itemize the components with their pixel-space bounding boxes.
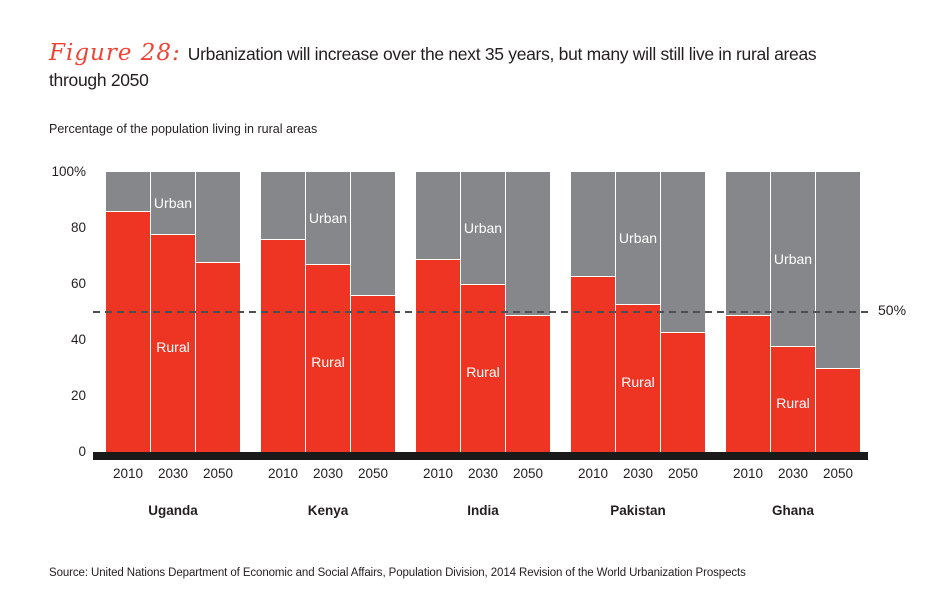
y-axis-tick-label: 80 (70, 220, 86, 235)
rural-segment (306, 264, 350, 452)
year-label: 2010 (577, 466, 609, 481)
x-axis-baseline (93, 452, 868, 460)
rural-segment (816, 368, 860, 452)
year-label: 2030 (467, 466, 499, 481)
urban-label: Urban (618, 229, 658, 246)
year-label: 2050 (667, 466, 699, 481)
figure-title: Figure 28: Urbanization will increase ove… (49, 40, 939, 93)
rural-segment (506, 314, 550, 452)
y-axis-tick-label: 60 (70, 276, 86, 291)
urban-label: Urban (773, 250, 813, 267)
source-note: Source: United Nations Department of Eco… (49, 567, 746, 579)
rural-segment (416, 258, 460, 452)
urban-label: Urban (308, 210, 348, 227)
year-label: 2050 (512, 466, 544, 481)
country-label: Uganda (148, 503, 198, 518)
year-label: 2050 (822, 466, 854, 481)
rural-label: Rural (156, 338, 190, 355)
rural-segment (261, 239, 305, 452)
rural-segment (726, 314, 770, 452)
figure-number: Figure 28: (49, 40, 181, 66)
rural-label: Rural (621, 373, 655, 390)
plot-area: 2010 Urban Rural 2030 2050 Uganda 2010 Urban Rur… (93, 172, 872, 518)
reference-line-label: 50% (878, 302, 907, 318)
year-label: 2030 (777, 466, 809, 481)
year-label: 2050 (357, 466, 389, 481)
country-label: Kenya (307, 503, 349, 518)
year-label: 2010 (732, 466, 764, 481)
year-label: 2050 (202, 466, 234, 481)
rural-segment (106, 211, 150, 452)
rural-segment (661, 331, 705, 452)
rural-segment (351, 295, 395, 452)
y-axis: 100% 80 60 40 20 0 (30, 0, 86, 613)
year-label: 2010 (267, 466, 299, 481)
rural-segment (196, 261, 240, 452)
rural-segment (616, 303, 660, 452)
year-label: 2010 (422, 466, 454, 481)
year-label: 2030 (312, 466, 344, 481)
y-axis-tick-label: 100% (51, 164, 86, 179)
y-axis-tick-label: 20 (70, 388, 86, 403)
year-label: 2030 (622, 466, 654, 481)
country-label: Pakistan (610, 503, 666, 518)
year-label: 2010 (112, 466, 144, 481)
y-axis-tick-label: 40 (70, 332, 86, 347)
y-axis-tick-label: 0 (78, 444, 86, 459)
rural-label: Rural (466, 364, 500, 380)
rural-label: Rural (776, 394, 810, 411)
figure-title-text: Urbanization will increase over the next… (187, 44, 817, 64)
country-label: Ghana (771, 503, 814, 518)
country-label: India (467, 503, 499, 518)
rural-segment (571, 275, 615, 452)
figure-title-line2: through 2050 (49, 70, 149, 90)
rural-segment (771, 345, 815, 452)
urban-label: Urban (153, 194, 193, 211)
rural-segment (151, 233, 195, 452)
fifty-percent-reference-line (93, 311, 872, 313)
urban-label: Urban (463, 220, 503, 236)
figure-title-line1: Figure 28: Urbanization will increase ove… (49, 40, 939, 67)
chart-subtitle: Percentage of the population living in r… (49, 122, 318, 136)
rural-label: Rural (311, 354, 345, 371)
year-label: 2030 (157, 466, 189, 481)
